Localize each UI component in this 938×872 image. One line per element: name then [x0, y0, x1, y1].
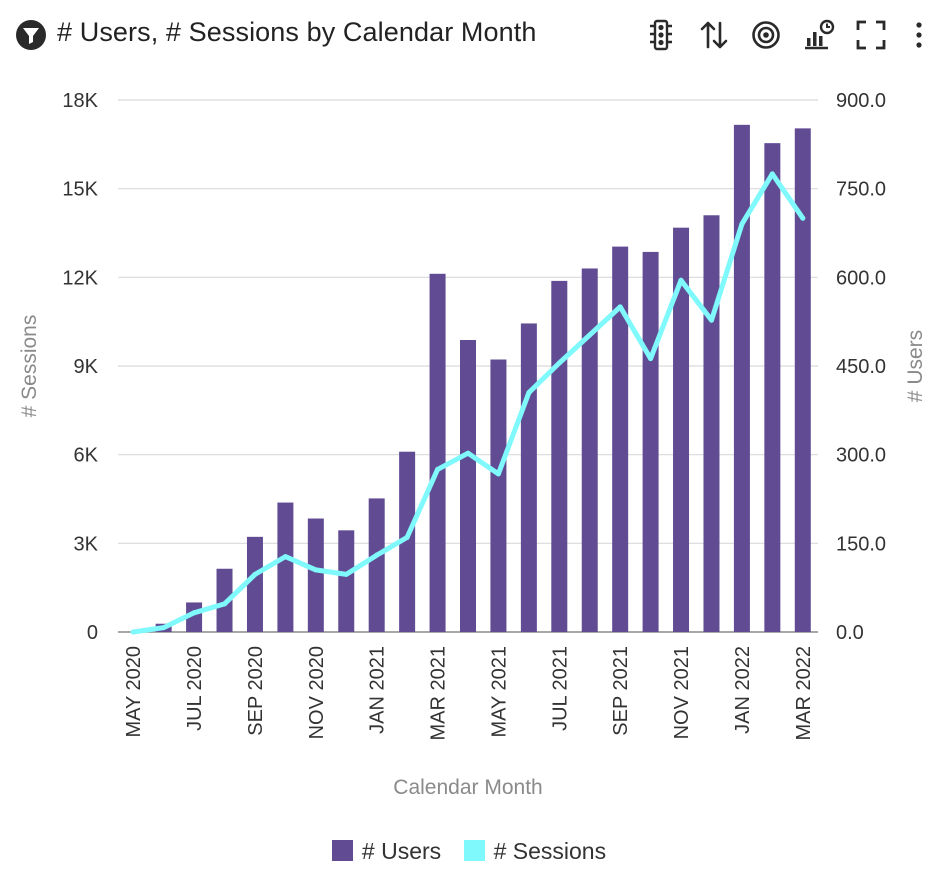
x-tick-label: MAY 2021 [488, 646, 510, 738]
x-axis: MAY 2020 JUL 2020 SEP 2020 NOV 2020 JAN 2021… [123, 646, 815, 741]
legend-swatch-users [331, 840, 353, 861]
sessions-point[interactable] [739, 221, 745, 227]
left-tick-label: 3K [74, 533, 99, 555]
x-tick-label: JUL 2021 [549, 646, 571, 731]
chart-header: # Users, # Sessions by Calendar Month [0, 0, 938, 70]
sessions-point[interactable] [161, 625, 167, 631]
x-tick-label: SEP 2020 [245, 646, 267, 736]
left-axis: 0 3K 6K 9K 12K 15K 18K [62, 90, 98, 644]
legend-swatch-sessions [463, 840, 485, 861]
left-tick-label: 12K [62, 267, 98, 289]
right-tick-label: 0.0 [836, 622, 864, 644]
sessions-point[interactable] [465, 450, 471, 456]
users-bar[interactable] [368, 498, 385, 632]
chart-title: # Users, # Sessions by Calendar Month [57, 17, 537, 47]
left-tick-label: 9K [74, 356, 99, 378]
legend: # Users # Sessions [0, 838, 938, 865]
left-tick-label: 15K [62, 179, 98, 201]
sessions-point[interactable] [374, 552, 380, 558]
fullscreen-icon[interactable] [854, 18, 888, 52]
users-bar[interactable] [642, 251, 659, 632]
sessions-point[interactable] [435, 466, 441, 472]
sessions-point[interactable] [404, 534, 410, 540]
left-axis-title: # Sessions [18, 315, 41, 418]
x-tick-label: MAR 2021 [428, 646, 450, 741]
sessions-point[interactable] [526, 390, 532, 396]
sessions-point[interactable] [282, 554, 288, 560]
sessions-point[interactable] [252, 571, 258, 577]
legend-item-sessions[interactable]: # Sessions [463, 838, 607, 865]
x-tick-label: NOV 2020 [306, 646, 328, 739]
left-tick-label: 0 [87, 622, 98, 644]
legend-label-users: # Users [361, 838, 442, 864]
users-bar[interactable] [490, 359, 507, 632]
left-tick-label: 6K [74, 445, 99, 467]
users-bar[interactable] [794, 128, 811, 632]
sessions-point[interactable] [617, 304, 623, 310]
users-bar[interactable] [520, 323, 537, 632]
users-bar[interactable] [429, 273, 446, 632]
x-axis-title: Calendar Month [393, 776, 542, 799]
users-bar[interactable] [703, 215, 720, 632]
x-tick-label: JUL 2020 [184, 646, 206, 731]
sessions-point[interactable] [556, 360, 562, 366]
x-tick-label: SEP 2021 [610, 646, 632, 736]
sessions-point[interactable] [708, 317, 714, 323]
sessions-point[interactable] [343, 571, 349, 577]
sessions-point[interactable] [313, 567, 319, 573]
legend-label-sessions: # Sessions [493, 838, 607, 864]
x-tick-label: JAN 2021 [367, 646, 389, 734]
users-bar[interactable] [551, 280, 568, 632]
combo-chart: 0 3K 6K 9K 12K 15K 18K 0.0 150.0 300.0 450.0 600.0… [18, 90, 927, 799]
right-tick-label: 900.0 [836, 90, 886, 112]
right-axis: 0.0 150.0 300.0 450.0 600.0 750.0 900.0 [836, 90, 886, 644]
sessions-point[interactable] [648, 356, 654, 362]
right-tick-label: 450.0 [836, 356, 886, 378]
filter-icon[interactable] [16, 20, 46, 50]
users-bar[interactable] [277, 502, 294, 632]
sessions-point[interactable] [587, 332, 593, 338]
left-tick-label: 18K [62, 90, 98, 112]
users-bars [155, 124, 811, 633]
chart-timer-icon[interactable] [802, 18, 836, 52]
users-bar[interactable] [246, 536, 263, 632]
users-bar[interactable] [460, 339, 476, 632]
x-tick-label: MAR 2022 [793, 646, 815, 741]
users-bar[interactable] [307, 518, 324, 632]
legend-item-users[interactable]: # Users [331, 838, 442, 865]
sessions-point[interactable] [191, 610, 197, 616]
x-tick-label: MAY 2020 [123, 646, 145, 738]
users-bar[interactable] [399, 451, 416, 632]
sessions-point[interactable] [800, 215, 806, 221]
users-bar[interactable] [612, 246, 629, 632]
sessions-point[interactable] [222, 601, 228, 607]
traffic-light-icon[interactable] [644, 18, 678, 52]
users-bar[interactable] [673, 227, 690, 632]
x-tick-label: JAN 2022 [732, 646, 754, 734]
users-bar[interactable] [764, 143, 781, 632]
right-tick-label: 150.0 [836, 533, 886, 555]
right-tick-label: 750.0 [836, 179, 886, 201]
sort-icon[interactable] [697, 18, 731, 52]
users-bar[interactable] [581, 268, 598, 632]
right-tick-label: 600.0 [836, 267, 886, 289]
sessions-line [130, 171, 806, 635]
sessions-point[interactable] [495, 471, 501, 477]
sessions-point[interactable] [769, 171, 775, 177]
sessions-point[interactable] [130, 629, 136, 635]
users-bar[interactable] [216, 568, 233, 632]
target-icon[interactable] [749, 18, 783, 52]
users-bar[interactable] [733, 124, 750, 633]
users-bar[interactable] [338, 530, 355, 632]
sessions-point[interactable] [678, 277, 684, 283]
right-axis-title: # Users [904, 330, 927, 402]
more-vertical-icon[interactable] [904, 18, 934, 52]
x-tick-label: NOV 2021 [671, 646, 693, 739]
right-tick-label: 300.0 [836, 445, 886, 467]
